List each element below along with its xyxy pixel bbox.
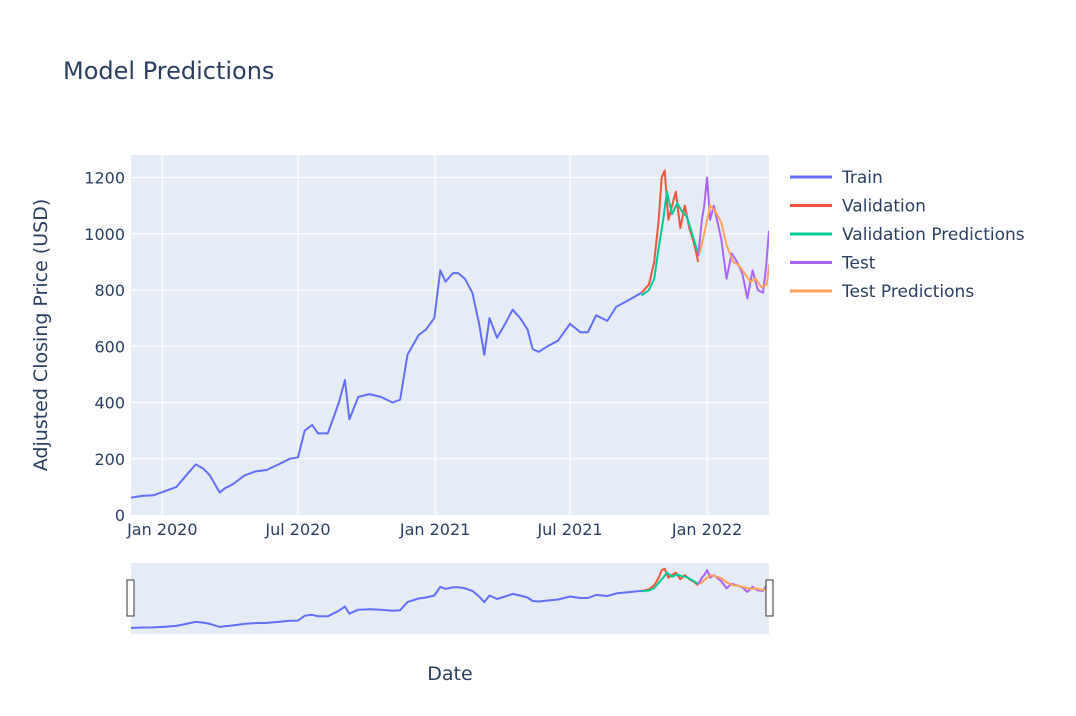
legend-label-train: Train: [841, 168, 883, 188]
x-tick-label: Jul 2021: [536, 520, 602, 539]
slider-line-validation-predictions: [641, 571, 699, 593]
series-line-test: [697, 176, 769, 300]
plot-area[interactable]: [131, 155, 769, 515]
chart-title: Model Predictions: [63, 57, 274, 85]
series-line-validation-predictions: [640, 190, 700, 297]
range-slider-left-handle[interactable]: [126, 579, 135, 617]
legend-label-test: Test: [841, 254, 876, 274]
legend-label-validation-predictions: Validation Predictions: [842, 225, 1025, 245]
x-axis-title: Date: [427, 663, 472, 685]
x-tick-label: Jul 2020: [264, 520, 330, 539]
y-gridlines: [131, 177, 769, 460]
y-tick-label: 1000: [84, 225, 125, 244]
y-tick-label: 600: [94, 337, 125, 356]
y-tick-label: 200: [94, 450, 125, 469]
slider-line-train: [131, 585, 642, 629]
x-tick-label: Jan 2020: [126, 520, 197, 539]
y-tick-label: 800: [94, 281, 125, 300]
range-slider-right-handle[interactable]: [765, 579, 774, 617]
x-tick-label: Jan 2022: [671, 520, 742, 539]
y-tick-labels: 0 200 400 600 800 1000 1200: [84, 169, 125, 526]
y-tick-label: 0: [115, 506, 125, 525]
y-tick-label: 400: [94, 394, 125, 413]
slider-line-test-predictions: [699, 574, 769, 591]
y-axis-title: Adjusted Closing Price (USD): [30, 199, 52, 472]
legend-label-validation: Validation: [842, 197, 926, 217]
slider-line-test: [697, 569, 769, 593]
series-line-test-predictions: [698, 204, 769, 289]
y-tick-label: 1200: [84, 169, 125, 188]
series-lines: [131, 169, 769, 499]
range-slider[interactable]: [131, 563, 769, 634]
x-tick-label: Jan 2021: [399, 520, 470, 539]
legend-label-test-predictions: Test Predictions: [841, 282, 974, 302]
range-slider-lines: [131, 567, 769, 629]
series-line-train: [131, 269, 642, 499]
legend: Train Validation Validation Predictions Tes…: [790, 168, 1025, 302]
x-tick-labels: Jan 2020 Jul 2020 Jan 2021 Jul 2021 Jan 2022: [126, 520, 742, 539]
